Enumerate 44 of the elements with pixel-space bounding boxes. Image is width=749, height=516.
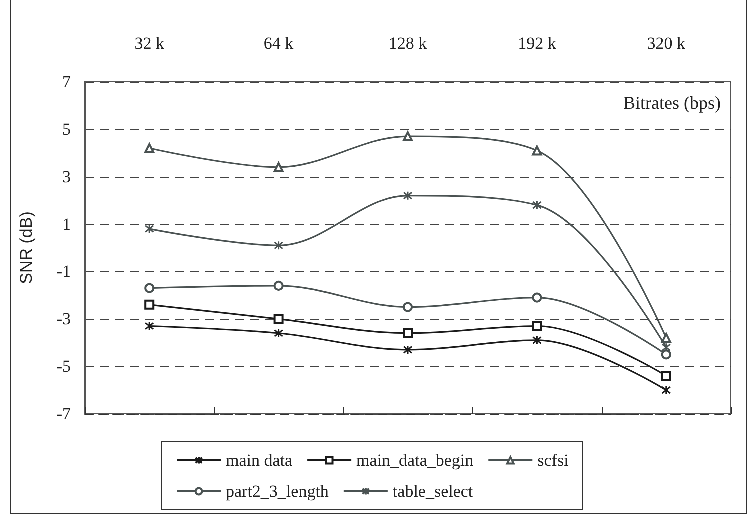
point	[532, 146, 542, 156]
x-tick-label: 192 k	[518, 34, 557, 53]
point	[532, 321, 542, 332]
legend-label: main_data_begin	[356, 451, 474, 470]
y-tick-label: 1	[62, 214, 71, 234]
point	[274, 280, 284, 291]
point	[661, 350, 672, 360]
point	[532, 200, 542, 210]
point	[403, 132, 413, 142]
point	[662, 386, 672, 396]
y-tick-label: -1	[56, 262, 71, 282]
legend-label: scfsi	[538, 451, 570, 470]
point	[403, 302, 413, 312]
x-tick-label: 32 k	[134, 34, 165, 53]
x-tick-label: 320 k	[647, 34, 686, 53]
point	[661, 371, 672, 382]
x-axis-title: Bitrates (bps)	[624, 93, 722, 113]
x-tick-label: 64 k	[264, 34, 294, 53]
x-tick-label: 128 k	[388, 34, 428, 53]
legend-label: part2_3_length	[226, 482, 330, 501]
legend-label: main data	[226, 451, 294, 470]
y-tick-label: -3	[56, 310, 71, 329]
point	[532, 292, 542, 303]
point	[403, 345, 413, 355]
y-tick-label: -5	[56, 357, 71, 376]
point	[274, 328, 284, 338]
point	[144, 224, 154, 234]
point	[661, 333, 672, 344]
legend-label: table_select	[392, 482, 474, 501]
y-axis-title: SNR (dB)	[17, 212, 36, 284]
y-tick-label: -7	[56, 404, 72, 424]
point	[144, 283, 155, 294]
point	[144, 322, 154, 332]
y-tick-label: 7	[62, 72, 72, 92]
point	[144, 143, 155, 154]
point	[403, 328, 413, 338]
point	[144, 300, 155, 310]
point	[532, 336, 542, 346]
point	[274, 162, 284, 172]
point	[274, 314, 284, 324]
y-tick-label: 3	[62, 167, 71, 186]
y-tick-label: 5	[62, 120, 71, 139]
point	[274, 240, 284, 250]
point	[403, 191, 413, 201]
